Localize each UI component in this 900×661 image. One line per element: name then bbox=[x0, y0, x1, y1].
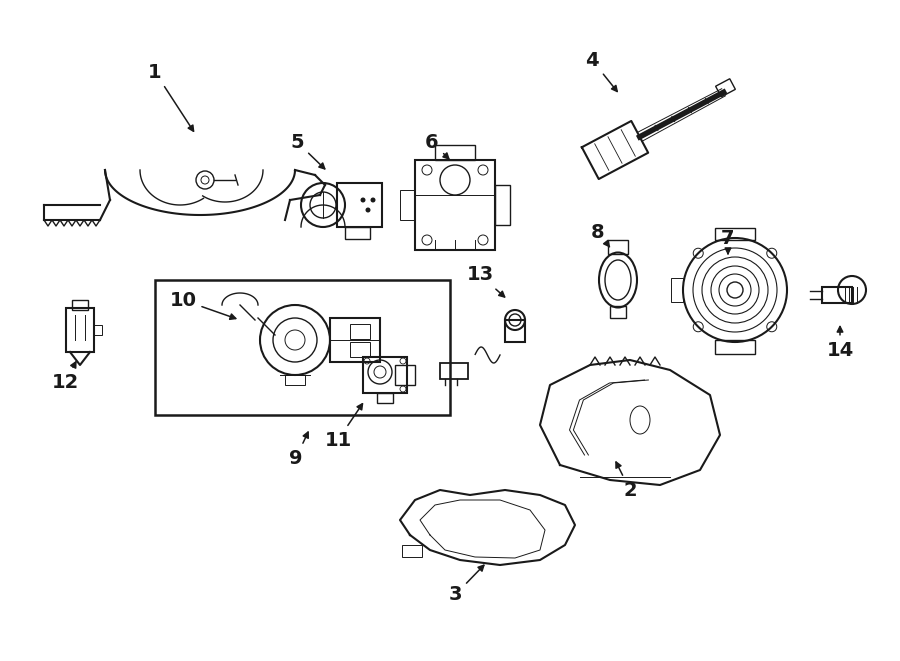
Bar bbox=[377, 393, 393, 403]
Text: 9: 9 bbox=[289, 432, 309, 467]
Circle shape bbox=[361, 198, 365, 202]
Bar bbox=[337, 183, 382, 227]
Text: 13: 13 bbox=[466, 266, 505, 297]
Bar bbox=[715, 340, 755, 354]
Bar bbox=[822, 287, 852, 303]
Text: 5: 5 bbox=[290, 132, 325, 169]
Text: 11: 11 bbox=[324, 404, 363, 449]
Bar bbox=[66, 308, 94, 352]
Bar bbox=[94, 325, 102, 335]
Text: 12: 12 bbox=[51, 362, 78, 391]
Bar bbox=[716, 79, 735, 97]
Text: 14: 14 bbox=[826, 327, 853, 360]
Bar bbox=[345, 227, 370, 239]
Bar bbox=[505, 320, 525, 342]
Bar bbox=[495, 185, 510, 225]
Bar bbox=[285, 375, 305, 385]
Bar bbox=[363, 357, 407, 393]
Bar bbox=[715, 228, 755, 240]
Bar bbox=[72, 300, 88, 310]
Bar bbox=[155, 280, 450, 415]
Text: 10: 10 bbox=[169, 290, 236, 319]
Circle shape bbox=[365, 208, 371, 212]
Text: 6: 6 bbox=[425, 132, 449, 159]
Bar bbox=[440, 363, 468, 379]
Bar bbox=[610, 306, 626, 318]
Text: 8: 8 bbox=[591, 223, 609, 247]
Bar bbox=[415, 160, 495, 250]
Bar bbox=[400, 190, 415, 220]
Bar bbox=[608, 240, 628, 254]
Text: 7: 7 bbox=[721, 229, 734, 254]
Text: 2: 2 bbox=[616, 462, 637, 500]
Text: 3: 3 bbox=[448, 565, 484, 605]
Bar bbox=[402, 545, 422, 557]
Circle shape bbox=[371, 198, 375, 202]
Bar bbox=[330, 318, 380, 362]
Bar bbox=[671, 278, 683, 302]
Bar bbox=[435, 145, 475, 160]
Text: 1: 1 bbox=[148, 63, 194, 132]
Bar bbox=[350, 342, 370, 357]
Text: 4: 4 bbox=[585, 50, 617, 91]
Bar bbox=[395, 365, 415, 385]
Bar bbox=[350, 324, 370, 339]
